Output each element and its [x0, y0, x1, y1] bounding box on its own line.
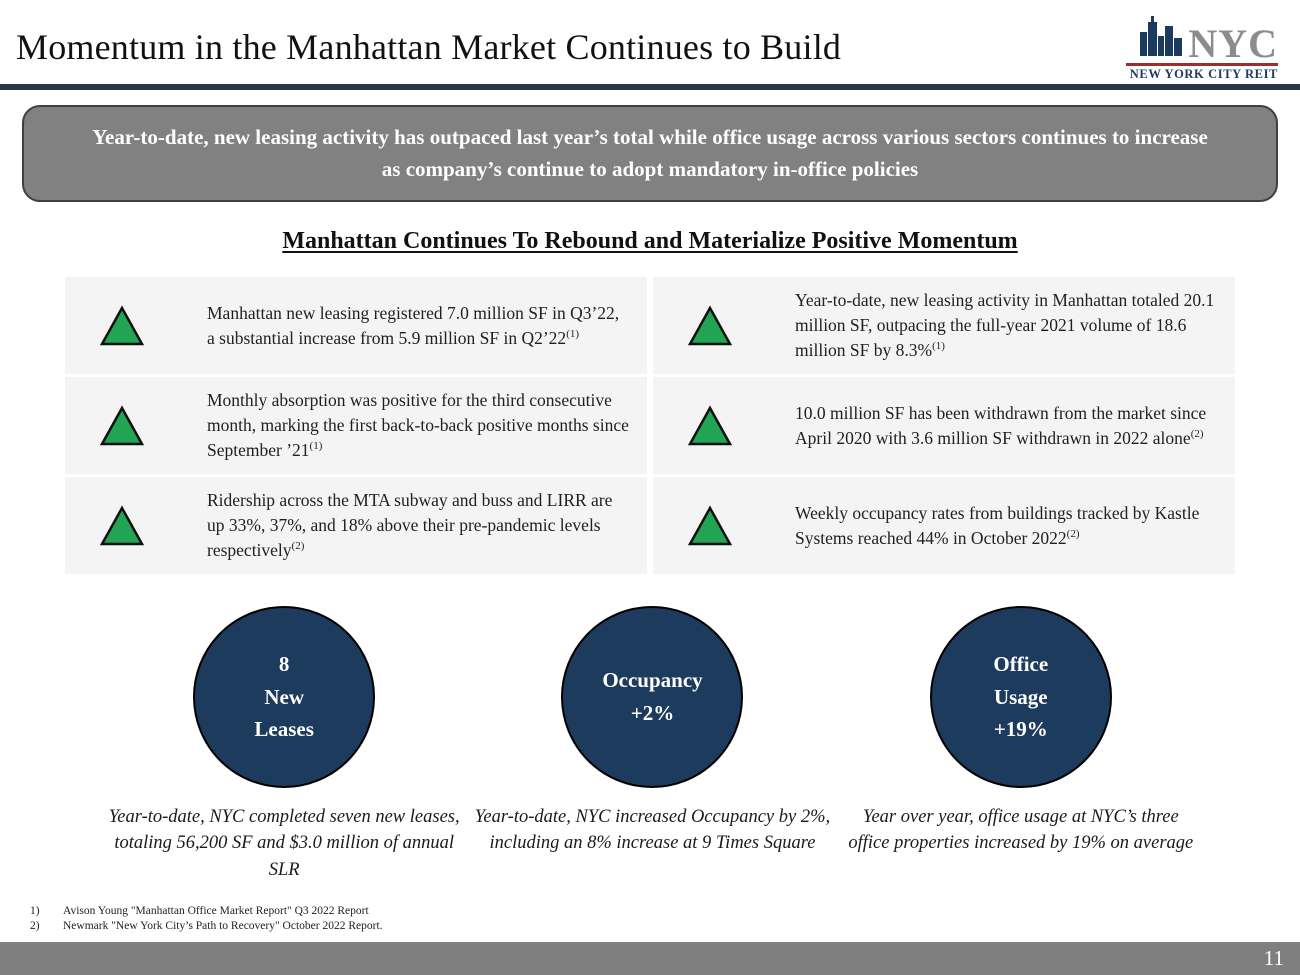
highlight-text: Ridership across the MTA subway and buss…	[207, 490, 613, 560]
stat-office-usage: Office Usage +19% Year over year, office…	[837, 606, 1205, 883]
highlight-item: 10.0 million SF has been withdrawn from …	[653, 377, 1235, 474]
highlight-text: Monthly absorption was positive for the …	[207, 390, 629, 460]
page-title: Momentum in the Manhattan Market Continu…	[16, 27, 842, 67]
footnote: 1) Avison Young "Manhattan Office Market…	[30, 904, 369, 917]
highlight-item: Ridership across the MTA subway and buss…	[65, 477, 647, 574]
slide-header: Momentum in the Manhattan Market Continu…	[0, 0, 1300, 84]
title-divider	[0, 84, 1300, 90]
footnote: 2) Newmark "New York City’s Path to Reco…	[30, 920, 383, 933]
logo-top: NYC	[1126, 14, 1278, 66]
highlight-item: Weekly occupancy rates from buildings tr…	[653, 477, 1235, 574]
highlight-item: Manhattan new leasing registered 7.0 mil…	[65, 277, 647, 374]
logo-red-rule	[1126, 63, 1278, 66]
section-heading: Manhattan Continues To Rebound and Mater…	[282, 228, 1018, 254]
footnotes: 1) Avison Young "Manhattan Office Market…	[30, 904, 383, 935]
highlight-text: Year-to-date, new leasing activity in Ma…	[795, 290, 1215, 360]
highlight-item: Year-to-date, new leasing activity in Ma…	[653, 277, 1235, 374]
up-triangle-icon	[99, 304, 145, 347]
logo-acronym: NYC	[1188, 21, 1278, 66]
highlights-grid: Manhattan new leasing registered 7.0 mil…	[65, 277, 1235, 574]
up-triangle-icon	[99, 504, 145, 547]
up-triangle-icon	[687, 304, 733, 347]
skyline-icon	[1138, 14, 1184, 61]
up-triangle-icon	[687, 504, 733, 547]
highlight-text: Weekly occupancy rates from buildings tr…	[795, 502, 1200, 548]
summary-banner-text: Year-to-date, new leasing activity has o…	[92, 125, 1208, 181]
stat-caption: Year over year, office usage at NYC’s th…	[848, 807, 1194, 854]
up-triangle-icon	[99, 404, 145, 447]
stat-circle: Occupancy +2%	[561, 606, 744, 788]
stat-circle: Office Usage +19%	[929, 606, 1112, 788]
page-number: 11	[1263, 946, 1284, 970]
highlight-text: Manhattan new leasing registered 7.0 mil…	[207, 302, 620, 348]
summary-banner: Year-to-date, new leasing activity has o…	[22, 105, 1278, 202]
stat-caption: Year-to-date, NYC increased Occupancy by…	[474, 807, 831, 854]
stat-occupancy: Occupancy +2% Year-to-date, NYC increase…	[468, 606, 836, 883]
logo-subtitle: NEW YORK CITY REIT	[1129, 67, 1278, 81]
highlight-item: Monthly absorption was positive for the …	[65, 377, 647, 474]
stat-new-leases: 8 New Leases Year-to-date, NYC completed…	[100, 606, 468, 883]
stats-row: 8 New Leases Year-to-date, NYC completed…	[100, 606, 1205, 883]
footer-bar: 11	[0, 942, 1300, 975]
highlight-text: 10.0 million SF has been withdrawn from …	[795, 402, 1207, 448]
up-triangle-icon	[687, 404, 733, 447]
company-logo: NYC NEW YORK CITY REIT	[1126, 14, 1278, 82]
stat-caption: Year-to-date, NYC completed seven new le…	[108, 807, 460, 880]
stat-circle: 8 New Leases	[193, 606, 376, 788]
